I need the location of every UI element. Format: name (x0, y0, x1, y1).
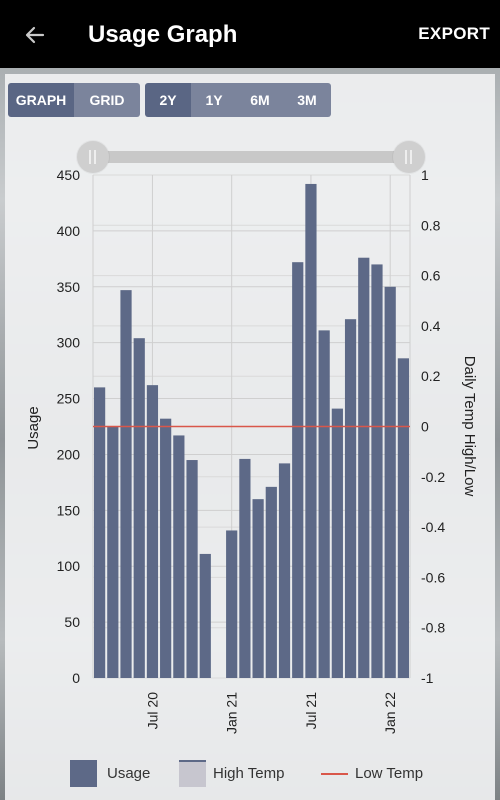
y2-tick-label: -0.4 (421, 519, 445, 535)
legend-usage-label: Usage (107, 765, 151, 782)
page-title: Usage Graph (88, 21, 238, 48)
y-tick-label: 150 (57, 502, 81, 518)
range-6m-button[interactable]: 6M (237, 83, 283, 117)
y2-tick-label: 1 (421, 167, 429, 183)
bar (186, 460, 198, 678)
bar (107, 426, 119, 678)
x-tick-label: Jan 22 (382, 692, 398, 734)
range-2y-button[interactable]: 2Y (145, 83, 191, 117)
x-tick-label: Jul 20 (144, 692, 160, 730)
bar (239, 458, 251, 678)
grid-view-button[interactable]: GRID (74, 83, 140, 117)
bar (292, 262, 304, 678)
y-axis-ticks: 0 50 100 150 200 250 300 350 400 450 (57, 167, 81, 686)
bar (384, 286, 396, 678)
y2-tick-label: -0.8 (421, 620, 445, 636)
y2-tick-label: -0.6 (421, 569, 445, 585)
back-button[interactable] (18, 18, 52, 52)
bar (173, 435, 185, 678)
y2-tick-label: 0 (421, 419, 429, 435)
bar (318, 330, 330, 678)
legend-low-temp-label: Low Temp (355, 765, 424, 782)
bar (252, 499, 264, 678)
bar (344, 319, 357, 678)
graph-panel (5, 74, 495, 800)
legend-low-temp[interactable]: Low Temp (321, 760, 423, 787)
low-temp-swatch (321, 760, 348, 787)
x-axis-ticks: Jul 20 Jan 21 Jul 21 Jan 22 (144, 692, 398, 734)
y-tick-label: 400 (57, 223, 81, 239)
chart-bars (94, 183, 409, 679)
export-button[interactable]: EXPORT (418, 24, 490, 43)
bar (397, 358, 409, 678)
range-start-handle[interactable] (77, 141, 109, 173)
bar (331, 408, 343, 678)
x-tick-label: Jan 21 (224, 692, 240, 734)
bar (226, 530, 238, 678)
y2-axis-label: Daily Temp High/Low (461, 356, 478, 497)
bar (305, 183, 317, 679)
bar (160, 418, 172, 678)
bar (199, 553, 211, 678)
chart-legend: Usage High Temp Low Temp (0, 760, 500, 790)
bar (278, 463, 291, 678)
y-tick-label: 450 (57, 167, 81, 183)
y-tick-label: 300 (57, 335, 81, 351)
range-toggle: 2Y 1Y 6M 3M (145, 83, 331, 117)
y2-tick-label: -0.2 (421, 469, 445, 485)
range-3m-button[interactable]: 3M (283, 83, 331, 117)
bar (371, 264, 383, 678)
y-tick-label: 350 (57, 279, 81, 295)
arrow-left-icon (25, 26, 45, 44)
bar (133, 338, 145, 678)
y-axis-label: Usage (25, 406, 42, 449)
y2-tick-label: 0.2 (421, 368, 441, 384)
bar (265, 486, 277, 678)
y-tick-label: 200 (57, 446, 81, 462)
range-1y-button[interactable]: 1Y (191, 83, 237, 117)
y-tick-label: 50 (64, 614, 80, 630)
y2-axis-ticks: -1 -0.8 -0.6 -0.4 -0.2 0 0.2 0.4 0.6 0.8 1 (421, 167, 445, 686)
y2-tick-label: 0.4 (421, 318, 441, 334)
y2-tick-label: 0.6 (421, 268, 441, 284)
view-toggle: GRAPH GRID (8, 83, 140, 117)
high-temp-swatch (179, 760, 206, 787)
y-tick-label: 0 (72, 670, 80, 686)
usage-swatch (70, 760, 97, 787)
x-tick-label: Jul 21 (303, 692, 319, 730)
bar (358, 257, 370, 678)
usage-chart: 0 50 100 150 200 250 300 350 400 450 -1 -0.8 -0.6 -0… (25, 167, 478, 734)
y-tick-label: 100 (57, 558, 81, 574)
y2-tick-label: 0.8 (421, 217, 441, 233)
app-bar: Usage Graph EXPORT (0, 0, 500, 68)
legend-high-temp-label: High Temp (213, 765, 285, 782)
bar (120, 290, 132, 678)
y-tick-label: 250 (57, 391, 81, 407)
range-slider-track[interactable] (92, 151, 410, 163)
range-end-handle[interactable] (393, 141, 425, 173)
legend-usage[interactable]: Usage (70, 760, 150, 787)
graph-view-button[interactable]: GRAPH (8, 83, 74, 117)
bar (146, 385, 159, 678)
y2-tick-label: -1 (421, 670, 434, 686)
legend-high-temp[interactable]: High Temp (179, 760, 284, 787)
bar (94, 387, 106, 678)
